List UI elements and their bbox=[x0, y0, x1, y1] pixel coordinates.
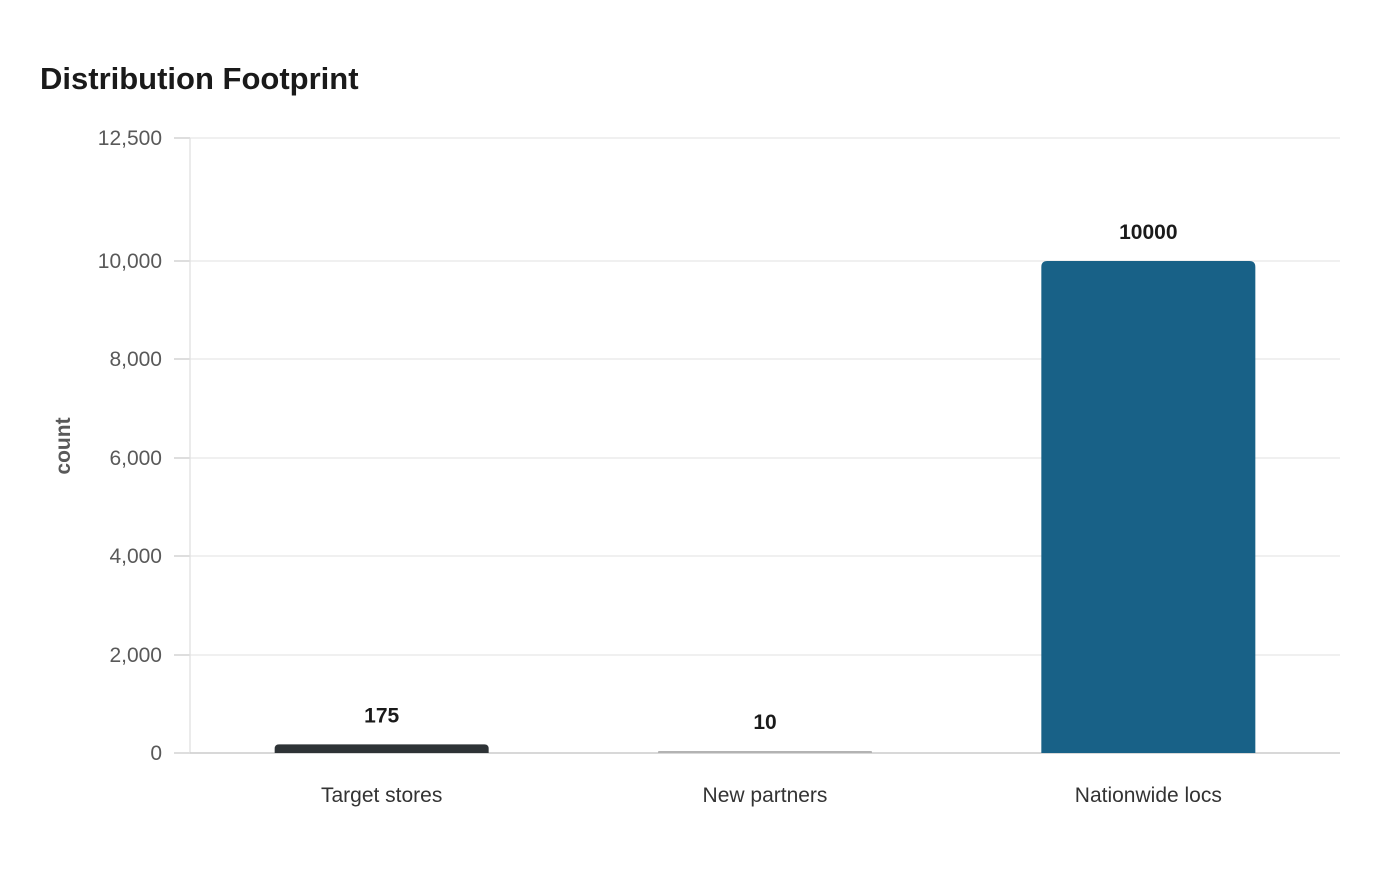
chart-title: Distribution Footprint bbox=[40, 61, 359, 96]
x-tick-label: New partners bbox=[703, 784, 828, 807]
y-tick-label: 0 bbox=[150, 742, 162, 765]
data-label: 10 bbox=[753, 711, 776, 734]
y-axis-title: count bbox=[52, 417, 75, 474]
bar-new-partners bbox=[658, 751, 872, 753]
x-tick-label: Nationwide locs bbox=[1075, 784, 1222, 807]
y-tick-label: 6,000 bbox=[109, 447, 162, 470]
data-label: 175 bbox=[364, 704, 399, 727]
gridlines bbox=[190, 137, 1340, 656]
labels: 0 2,000 4,000 6,000 8,000 10,000 12,500 175 Targ… bbox=[98, 127, 1222, 807]
y-tick-label: 10,000 bbox=[98, 250, 162, 273]
y-tick-label: 2,000 bbox=[109, 644, 162, 667]
bars bbox=[274, 261, 1256, 753]
y-tick-label: 8,000 bbox=[109, 348, 162, 371]
y-tick-label: 12,500 bbox=[98, 127, 162, 150]
bar-target-stores bbox=[274, 744, 489, 753]
bar-nationwide-locs bbox=[1041, 261, 1256, 753]
y-tick-label: 4,000 bbox=[109, 545, 162, 568]
x-tick-label: Target stores bbox=[321, 784, 442, 807]
data-label: 10000 bbox=[1119, 221, 1177, 244]
